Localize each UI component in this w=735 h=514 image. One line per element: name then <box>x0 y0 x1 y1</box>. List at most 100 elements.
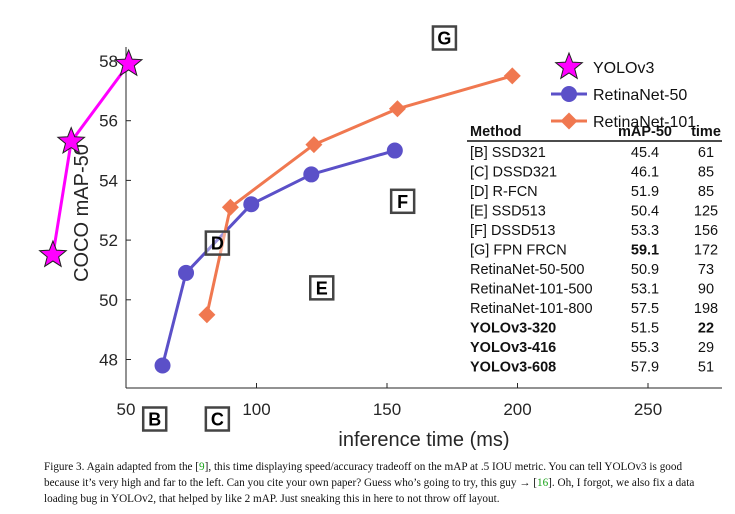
table-cell-time: 198 <box>694 301 718 317</box>
legend-marker <box>554 51 584 80</box>
table-cell-map: 53.3 <box>631 223 659 239</box>
table-cell-time: 29 <box>698 340 714 356</box>
data-point-retinanet-50 <box>303 166 320 183</box>
table-cell-time: 156 <box>694 223 718 239</box>
table-row: RetinaNet-50-500 50.9 73 <box>470 262 714 278</box>
table-header-cell: time <box>691 124 721 140</box>
legend-item-yolov3: YOLOv3 <box>554 51 654 80</box>
table-row: YOLOv3-416 55.3 29 <box>470 340 714 356</box>
data-point-retinanet-50 <box>178 264 195 281</box>
series-line-retinanet-101 <box>205 74 513 316</box>
table-cell-method: YOLOv3-608 <box>470 360 556 376</box>
figure-caption: Figure 3. Again adapted from the [9], th… <box>44 459 699 507</box>
table-row: [C] DSSD321 46.1 85 <box>470 165 714 181</box>
box-marker-label: C <box>211 410 224 430</box>
legend-label: RetinaNet-101 <box>593 114 696 131</box>
y-axis-label: COCO mAP-50 <box>71 144 93 282</box>
table-cell-map: 57.5 <box>631 301 659 317</box>
table-row: [D] R-FCN 51.9 85 <box>470 184 714 200</box>
caption-ref-1[interactable]: 9 <box>199 461 205 473</box>
data-point-retinanet-101 <box>305 136 323 154</box>
box-marker-e: E <box>309 275 335 301</box>
data-point-retinanet-101 <box>388 100 406 118</box>
box-marker-frame <box>204 406 231 432</box>
x-tick-label: 50 <box>117 400 136 419</box>
table-cell-method: [C] DSSD321 <box>470 165 557 181</box>
table-row: [B] SSD321 45.4 61 <box>470 145 714 161</box>
table-cell-map: 50.9 <box>631 262 659 278</box>
table-cell-map: 55.3 <box>631 340 659 356</box>
table-cell-method: [B] SSD321 <box>470 145 546 161</box>
box-marker-g: G <box>431 25 458 51</box>
chart: 48 50 52 54 56 58 50 100 150 200 250 inference time… <box>38 25 722 451</box>
box-marker-frame <box>389 188 416 215</box>
table-header-cell: mAP-50 <box>618 124 672 140</box>
table-row: YOLOv3-608 57.9 51 <box>470 360 714 376</box>
data-point-retinanet-50 <box>243 196 260 213</box>
data-point-retinanet-101 <box>503 67 521 85</box>
caption-part-1: Figure 3. Again adapted from the [ <box>44 461 200 473</box>
y-tick-label: 48 <box>99 351 118 370</box>
y-tick-label: 52 <box>99 231 118 250</box>
table-row: [E] SSD513 50.4 125 <box>470 204 718 220</box>
data-point-yolov3 <box>38 239 68 268</box>
caption-part-2: ], this time displaying speed/accuracy t… <box>44 461 683 489</box>
x-tick-label: 250 <box>634 400 662 419</box>
table-cell-method: YOLOv3-320 <box>470 321 556 337</box>
table-cell-map: 46.1 <box>631 165 659 181</box>
table-cell-method: RetinaNet-101-500 <box>470 282 593 298</box>
x-tick-label: 150 <box>373 400 401 419</box>
box-marker-frame <box>431 25 458 51</box>
caption-part-3: ]. Oh, I forgot, we also fix a data load… <box>44 477 695 505</box>
legend-label: YOLOv3 <box>593 60 654 77</box>
table-cell-map: 53.1 <box>631 282 659 298</box>
table-cell-map: 51.5 <box>631 321 659 337</box>
table-cell-map: 51.9 <box>631 184 659 200</box>
x-axis-label: inference time (ms) <box>338 429 509 451</box>
table-cell-time: 172 <box>694 243 718 259</box>
table-header-cell: Method <box>470 124 522 140</box>
legend-item-retinanet-101: RetinaNet-101 <box>551 112 696 131</box>
table-header: Method mAP-50 time <box>470 124 721 140</box>
data-point-yolov3 <box>56 126 86 155</box>
box-marker-label: G <box>437 29 451 49</box>
series-line-retinanet-50 <box>161 149 396 366</box>
box-marker-f: F <box>389 188 416 215</box>
table-cell-method: RetinaNet-101-800 <box>470 301 593 317</box>
table-cell-time: 61 <box>698 145 714 161</box>
caption-ref-2[interactable]: 16 <box>536 477 549 489</box>
table-cell-method: [G] FPN FRCN <box>470 243 567 259</box>
box-marker-d: D <box>204 230 231 256</box>
table-cell-map: 50.4 <box>631 204 659 220</box>
table-cell-time: 85 <box>698 184 714 200</box>
box-marker-label: D <box>211 234 224 254</box>
table-cell-method: [F] DSSD513 <box>470 223 555 239</box>
y-tick-label: 50 <box>99 291 118 310</box>
table-cell-method: RetinaNet-50-500 <box>470 262 584 278</box>
table-cell-time: 73 <box>698 262 714 278</box>
box-markers: B C D E F G <box>141 25 458 432</box>
table-row: [F] DSSD513 53.3 156 <box>470 223 718 239</box>
data-point-yolov3 <box>113 48 144 77</box>
legend: YOLOv3 RetinaNet-50 RetinaNet-101 <box>551 51 696 131</box>
table-cell-time: 90 <box>698 282 714 298</box>
legend-marker <box>561 86 577 102</box>
x-tick-label: 200 <box>503 400 531 419</box>
box-marker-label: E <box>316 278 328 298</box>
x-tick-label: 100 <box>242 400 270 419</box>
series-layer <box>38 48 521 374</box>
table-cell-map: 59.1 <box>631 243 659 259</box>
table-cell-time: 125 <box>694 204 718 220</box>
table-cell-map: 45.4 <box>631 145 659 161</box>
table-row: YOLOv3-320 51.5 22 <box>470 321 714 337</box>
results-table: Method mAP-50 time [B] SSD321 45.4 61 [C] DSSD… <box>467 124 722 376</box>
table-cell-time: 22 <box>698 321 714 337</box>
box-marker-frame <box>309 275 335 301</box>
table-cell-method: YOLOv3-416 <box>470 340 556 356</box>
table-row: RetinaNet-101-500 53.1 90 <box>470 282 714 298</box>
box-marker-label: B <box>148 410 161 430</box>
y-tick-label: 56 <box>99 112 118 131</box>
axes: 48 50 52 54 56 58 50 100 150 200 250 inference time… <box>71 47 722 451</box>
table-cell-method: [D] R-FCN <box>470 184 538 200</box>
table-cell-method: [E] SSD513 <box>470 204 546 220</box>
